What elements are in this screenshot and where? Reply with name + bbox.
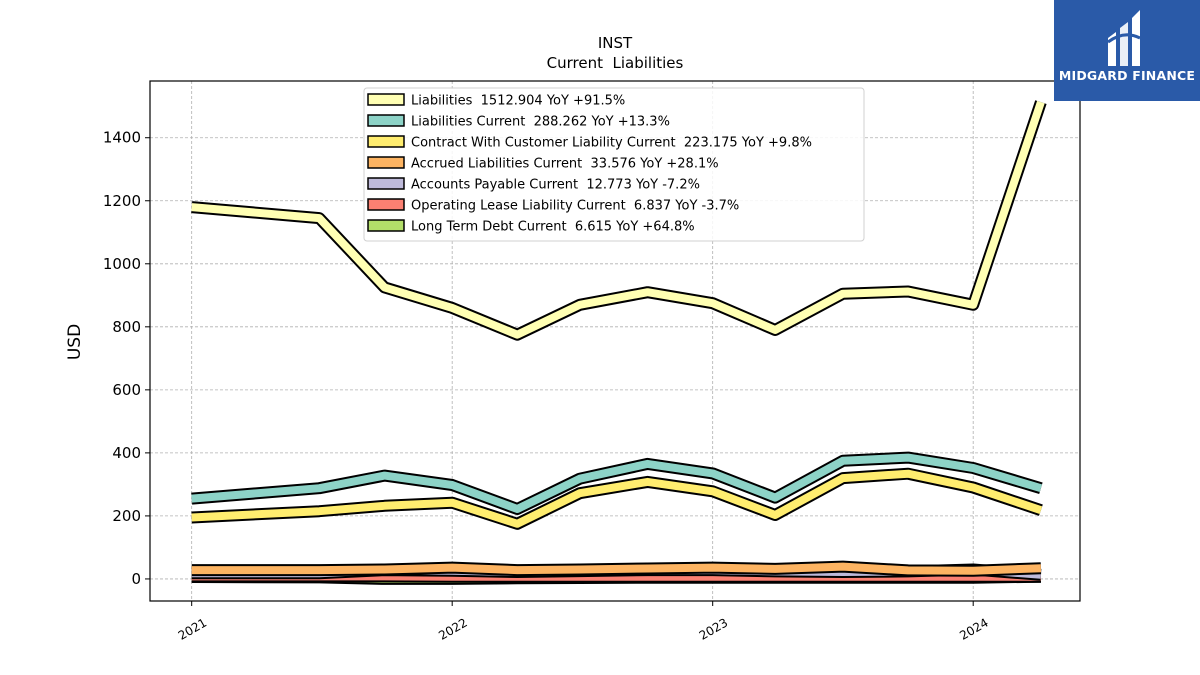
y-tick-label: 600 — [112, 381, 141, 399]
plot-frame — [149, 80, 1081, 602]
legend-label: Contract With Customer Liability Current… — [411, 136, 812, 151]
series-liabilities-current — [191, 451, 1043, 515]
x-tick-label: 2022 — [436, 615, 469, 642]
y-axis-label: USD — [65, 324, 85, 360]
legend-item: Liabilities 1512.904 YoY +91.5% — [367, 93, 625, 109]
legend-swatch — [367, 219, 405, 232]
series-line — [191, 469, 1043, 528]
series-lines — [191, 100, 1047, 585]
midgard-logo-icon — [1107, 10, 1141, 66]
legend-swatch — [367, 114, 405, 127]
legend-item: Liabilities Current 288.262 YoY +13.3% — [367, 114, 670, 130]
x-tick-label: 2024 — [957, 615, 990, 642]
y-tick-label: 1000 — [103, 255, 141, 273]
legend-swatch — [367, 156, 405, 169]
series-line — [191, 562, 1042, 575]
chart-subtitle: Current Liabilities — [547, 54, 684, 72]
series-accrued-liabilities-current — [191, 560, 1042, 577]
legend-swatch — [367, 135, 405, 148]
series-line — [191, 453, 1043, 513]
brand-logo: MIDGARD FINANCE — [1054, 0, 1200, 101]
x-tick-label: 2021 — [176, 615, 209, 642]
legend-item: Operating Lease Liability Current 6.837 … — [367, 198, 739, 214]
legend-label: Long Term Debt Current 6.615 YoY +64.8% — [411, 220, 695, 235]
series-line — [191, 100, 1045, 339]
legend-swatch — [367, 93, 405, 106]
legend-label: Liabilities 1512.904 YoY +91.5% — [411, 94, 625, 109]
y-tick-label: 0 — [131, 570, 141, 588]
legend-label: Accounts Payable Current 12.773 YoY -7.2… — [411, 178, 700, 193]
series-liabilities — [191, 100, 1047, 341]
legend-label: Liabilities Current 288.262 YoY +13.3% — [411, 115, 670, 130]
x-tick-label: 2023 — [697, 615, 730, 642]
legend-box — [363, 87, 865, 242]
chart-title: INST — [598, 34, 633, 52]
axes: 0 200 400 600 800 1000 1200 1400 2021 2022 2023 202… — [103, 129, 991, 643]
legend-item: Long Term Debt Current 6.615 YoY +64.8% — [367, 219, 695, 235]
legend-item: Accrued Liabilities Current 33.576 YoY +… — [367, 156, 719, 172]
legend-label: Operating Lease Liability Current 6.837 … — [411, 199, 739, 214]
legend-item: Contract With Customer Liability Current… — [367, 135, 812, 151]
y-tick-label: 800 — [112, 318, 141, 336]
legend-swatch — [367, 177, 405, 190]
legend-item: Accounts Payable Current 12.773 YoY -7.2… — [367, 177, 700, 193]
y-tick-label: 1400 — [103, 129, 141, 147]
legend: Liabilities 1512.904 YoY +91.5% Liabiliti… — [363, 87, 865, 242]
y-tick-label: 1200 — [103, 192, 141, 210]
y-tick-label: 200 — [112, 507, 141, 525]
y-tick-label: 400 — [112, 444, 141, 462]
brand-name: MIDGARD FINANCE — [1058, 68, 1196, 83]
legend-swatch — [367, 198, 405, 211]
legend-label: Accrued Liabilities Current 33.576 YoY +… — [411, 157, 719, 172]
series-contract-with-customer-liability-current — [191, 467, 1043, 530]
